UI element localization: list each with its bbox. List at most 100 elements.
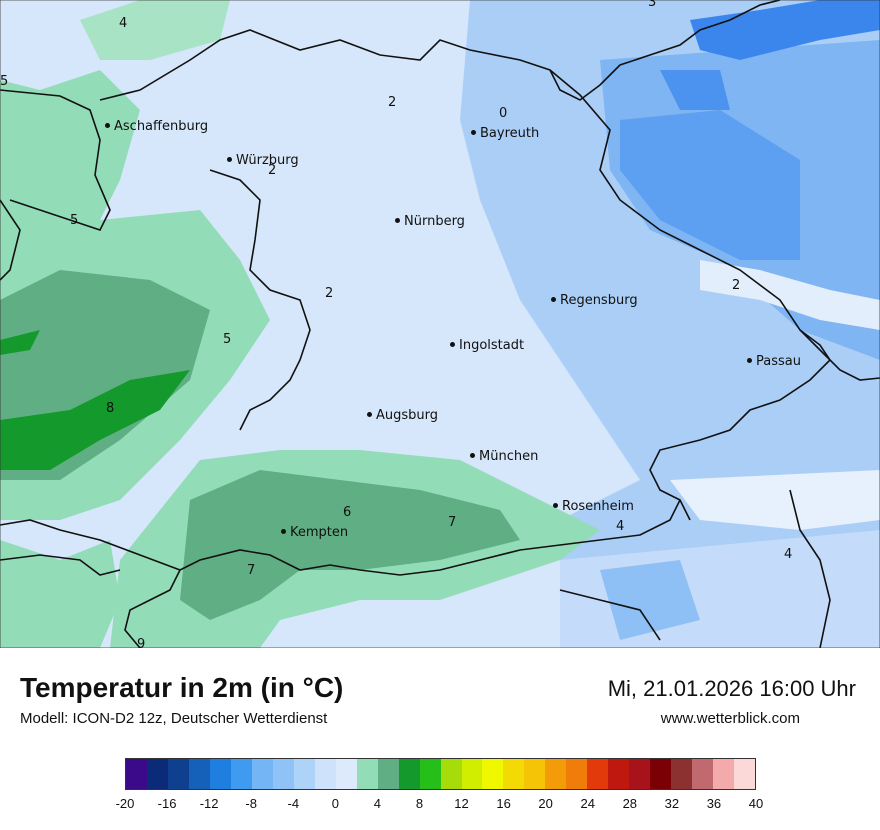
legend-tick-label: -16 xyxy=(157,796,177,811)
legend-color-swatch xyxy=(671,759,693,789)
legend-tick-label: 8 xyxy=(415,796,424,811)
map-footer xyxy=(0,648,880,830)
isoline-label: 5 xyxy=(70,213,79,228)
city-label: Würzburg xyxy=(236,153,299,168)
city-aschaffenburg: Aschaffenburg xyxy=(105,120,208,134)
city-bayreuth: Bayreuth xyxy=(471,127,539,141)
isoline-label: 2 xyxy=(268,163,277,178)
city-marker-icon xyxy=(395,218,400,223)
city-label: Regensburg xyxy=(560,293,638,308)
legend-color-swatch xyxy=(692,759,714,789)
legend-tick-label: -8 xyxy=(245,796,257,811)
city-marker-icon xyxy=(471,130,476,135)
city-nurnberg: Nürnberg xyxy=(395,215,465,229)
legend-tick-label: 12 xyxy=(454,796,469,811)
legend-tick-label: 36 xyxy=(706,796,722,811)
color-legend xyxy=(125,758,756,790)
legend-tick-label: 0 xyxy=(331,796,339,811)
city-marker-icon xyxy=(470,453,475,458)
website-link[interactable]: www.wetterblick.com xyxy=(660,710,800,727)
city-marker-icon xyxy=(553,503,558,508)
isoline-label: 3 xyxy=(648,0,657,10)
city-label: Bayreuth xyxy=(480,126,540,141)
city-label: Nürnberg xyxy=(404,214,465,229)
city-marker-icon xyxy=(747,358,752,363)
legend-color-swatch xyxy=(608,759,630,789)
legend-color-swatch xyxy=(566,759,588,789)
city-label: Aschaffenburg xyxy=(114,119,209,134)
legend-tick-label: 4 xyxy=(373,796,382,811)
isoline-label: 4 xyxy=(616,519,625,534)
city-kempten: Kempten xyxy=(281,526,348,540)
isoline-label: 7 xyxy=(247,563,256,578)
legend-color-swatch xyxy=(524,759,546,789)
legend-tick-label: 20 xyxy=(538,796,553,811)
city-marker-icon xyxy=(227,157,232,162)
legend-color-swatch xyxy=(356,759,378,789)
city-label: Ingolstadt xyxy=(459,338,525,353)
legend-color-swatch xyxy=(587,759,609,789)
city-label: Kempten xyxy=(290,525,349,540)
legend-color-swatch xyxy=(377,759,399,789)
isoline-label: 9 xyxy=(137,637,146,649)
isoline-label: 2 xyxy=(732,278,741,293)
legend-tick-label: -4 xyxy=(287,796,300,811)
city-wurzburg: Würzburg xyxy=(227,154,299,168)
legend-color-swatch xyxy=(209,759,231,789)
city-marker-icon xyxy=(450,342,455,347)
isoline-label: 0 xyxy=(499,106,508,121)
legend-color-swatch xyxy=(167,759,189,789)
legend-color-swatch xyxy=(251,759,273,789)
isoline-label: 2 xyxy=(388,95,397,110)
isoline-label: 5 xyxy=(223,332,232,347)
city-augsburg: Augsburg xyxy=(367,409,438,423)
legend-tick-label: 16 xyxy=(496,796,511,811)
city-label: Passau xyxy=(756,354,801,369)
legend-color-swatch xyxy=(335,759,357,789)
map-title: Temperatur in 2m (in °C) xyxy=(20,672,344,703)
legend-tick-label: 40 xyxy=(748,796,764,811)
legend-color-swatch xyxy=(293,759,315,789)
legend-color-swatch xyxy=(440,759,462,789)
model-source: Modell: ICON-D2 12z, Deutscher Wetterdie… xyxy=(20,710,328,727)
city-passau: Passau xyxy=(747,355,801,369)
city-marker-icon xyxy=(281,529,286,534)
city-label: Rosenheim xyxy=(562,499,634,514)
city-label: Augsburg xyxy=(376,408,439,423)
map-canvas xyxy=(0,0,880,648)
legend-tick-label: -12 xyxy=(199,796,219,811)
legend-color-swatch xyxy=(188,759,210,789)
isoline-label: 4 xyxy=(119,16,128,31)
isoline-label: 5 xyxy=(0,74,9,89)
isoline-label: 2 xyxy=(325,286,334,301)
isoline-label: 8 xyxy=(106,401,115,416)
city-rosenheim: Rosenheim xyxy=(553,500,634,514)
legend-color-swatch xyxy=(503,759,525,789)
legend-color-swatch xyxy=(650,759,672,789)
isoline-label: 7 xyxy=(448,515,457,530)
city-munchen: München xyxy=(470,450,538,464)
forecast-datetime: Mi, 21.01.2026 16:00 Uhr xyxy=(607,676,856,701)
legend-color-swatch xyxy=(146,759,168,789)
legend-color-swatch xyxy=(398,759,420,789)
isoline-label: 6 xyxy=(343,505,352,520)
legend-color-swatch xyxy=(419,759,441,789)
legend-color-swatch xyxy=(272,759,294,789)
isoline-label: 4 xyxy=(784,547,793,562)
legend-color-swatch xyxy=(314,759,336,789)
city-marker-icon xyxy=(367,412,372,417)
legend-tick-label: 28 xyxy=(622,796,638,811)
legend-color-swatch xyxy=(629,759,651,789)
legend-color-swatch xyxy=(461,759,483,789)
legend-tick-label: 24 xyxy=(580,796,595,811)
temperature-map: Aschaffenburg Würzburg Bayreuth Nürnberg… xyxy=(0,0,880,648)
legend-color-swatch xyxy=(734,759,756,789)
legend-color-swatch xyxy=(230,759,252,789)
legend-color-swatch xyxy=(482,759,504,789)
legend-color-swatch xyxy=(713,759,735,789)
city-marker-icon xyxy=(105,123,110,128)
city-regensburg: Regensburg xyxy=(551,294,638,308)
legend-tick-label: 32 xyxy=(664,796,680,811)
legend-ticks: -20 -16 -12 -8 -4 0 4 8 12 16 20 24 28 32 36 40 xyxy=(116,796,764,812)
city-marker-icon xyxy=(551,297,556,302)
